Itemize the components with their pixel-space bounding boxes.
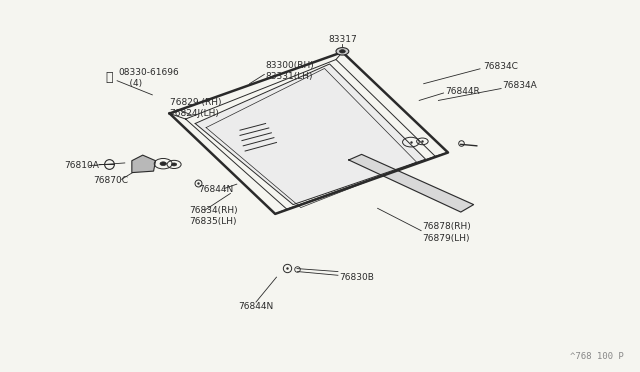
Text: 76834C: 76834C — [483, 62, 518, 71]
Circle shape — [172, 163, 177, 166]
Text: 76844N: 76844N — [198, 185, 234, 194]
Text: 76810A: 76810A — [64, 161, 99, 170]
Text: 76870C: 76870C — [93, 176, 128, 185]
Text: 76829 (RH)
76824J(LH): 76829 (RH) 76824J(LH) — [170, 98, 221, 118]
Text: Ⓢ: Ⓢ — [105, 71, 113, 83]
Text: 76834A: 76834A — [502, 81, 537, 90]
Text: 83317: 83317 — [328, 35, 356, 44]
Text: 76844N: 76844N — [238, 302, 274, 311]
Circle shape — [336, 48, 349, 55]
Circle shape — [340, 50, 346, 53]
Text: 83300(RH)
83331(LH): 83300(RH) 83331(LH) — [266, 61, 314, 81]
Polygon shape — [195, 64, 426, 205]
Polygon shape — [132, 155, 156, 173]
Text: 76834(RH)
76835(LH): 76834(RH) 76835(LH) — [189, 206, 237, 226]
Text: 76878(RH)
76879(LH): 76878(RH) 76879(LH) — [422, 222, 471, 243]
Polygon shape — [349, 154, 474, 212]
Text: ^768 100 P: ^768 100 P — [570, 352, 624, 361]
Text: 76830B: 76830B — [339, 273, 374, 282]
Circle shape — [160, 162, 166, 166]
Text: 08330-61696
    (4): 08330-61696 (4) — [118, 68, 179, 88]
Text: 76844R: 76844R — [445, 87, 479, 96]
